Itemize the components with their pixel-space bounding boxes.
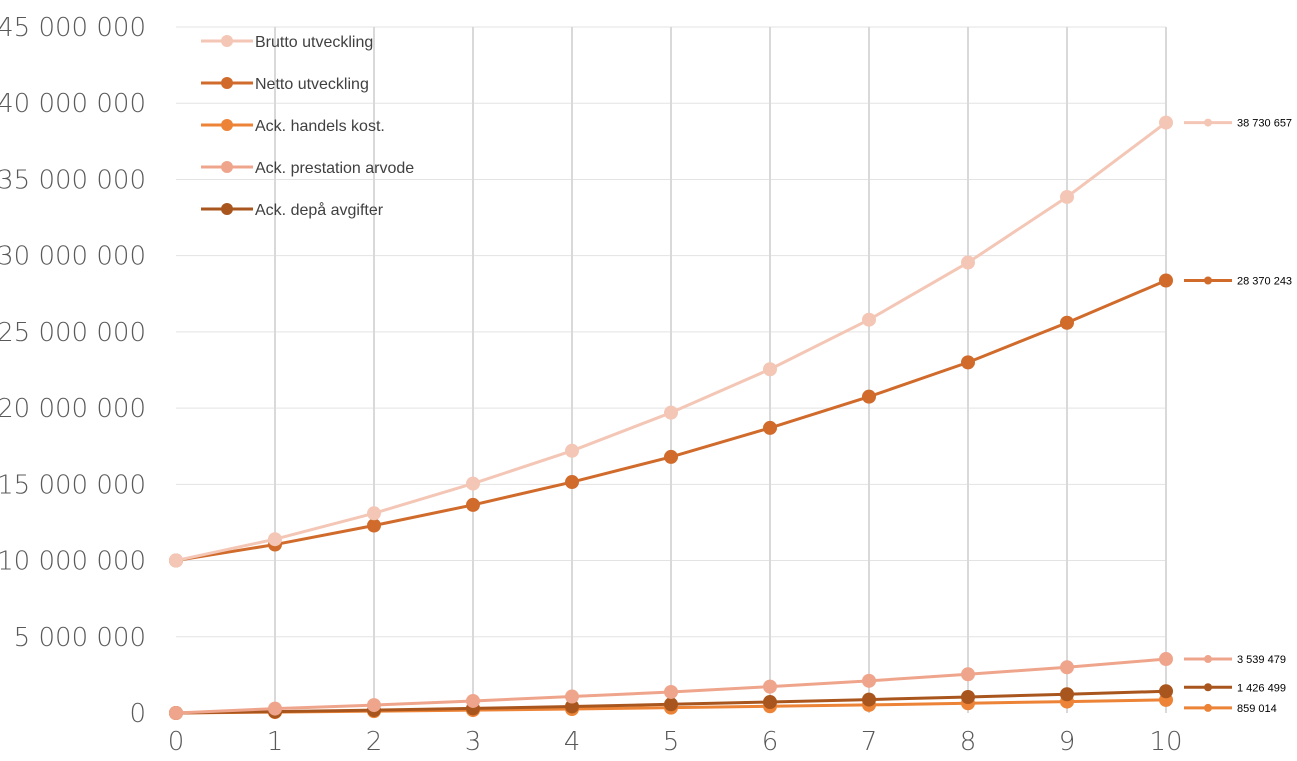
end-labels: 38 730 657 28 370 243 859 014 3 539 479 1 42… [1184, 118, 1292, 715]
y-tick-label: 30 000 000 [0, 242, 146, 272]
legend-swatch-marker [221, 119, 233, 131]
legend-swatch-marker [221, 203, 233, 215]
y-axis-ticks: 0 5 000 000 10 000 000 15 000 000 20 000 000… [0, 13, 146, 729]
grid [176, 26, 1167, 713]
data-point [862, 673, 876, 688]
data-point [268, 701, 282, 716]
legend-swatch-marker [221, 35, 233, 47]
legend: Brutto utveckling Netto utveckling Ack. ha… [201, 34, 414, 219]
data-point [1060, 687, 1074, 702]
legend-item: Ack. prestation arvode [201, 160, 414, 177]
legend-item: Brutto utveckling [201, 34, 373, 51]
end-label-marker [1204, 118, 1212, 127]
x-tick-label: 6 [762, 727, 779, 757]
data-point [1159, 684, 1173, 699]
data-point [1159, 115, 1173, 130]
data-point [1060, 660, 1074, 675]
end-label-group: 38 730 657 [1184, 118, 1292, 130]
end-label-marker [1204, 276, 1212, 285]
legend-label: Ack. handels kost. [255, 118, 385, 135]
data-point [1159, 273, 1173, 288]
end-label-group: 3 539 479 [1184, 654, 1286, 666]
end-label-marker [1204, 683, 1212, 692]
series-0 [169, 115, 1173, 568]
data-point [664, 697, 678, 712]
series-1 [169, 273, 1173, 568]
end-value-label: 3 539 479 [1237, 654, 1286, 666]
legend-label: Ack. depå avgifter [255, 201, 384, 219]
y-tick-label: 35 000 000 [0, 165, 146, 195]
data-point [862, 389, 876, 404]
data-point [862, 312, 876, 327]
series-group [169, 115, 1173, 720]
y-tick-label: 40 000 000 [0, 89, 146, 119]
legend-label: Ack. prestation arvode [255, 160, 414, 177]
data-point [763, 420, 777, 435]
data-point [1060, 315, 1074, 330]
end-label-group: 859 014 [1184, 703, 1277, 715]
end-value-label: 1 426 499 [1237, 682, 1286, 694]
data-point [961, 667, 975, 682]
end-label-marker [1204, 655, 1212, 664]
end-label-group: 28 370 243 [1184, 276, 1292, 288]
end-label-group: 1 426 499 [1184, 682, 1286, 694]
end-value-label: 859 014 [1237, 703, 1277, 715]
data-point [268, 532, 282, 547]
data-point [169, 553, 183, 568]
x-tick-label: 3 [465, 727, 482, 757]
x-tick-label: 10 [1149, 727, 1182, 757]
legend-item: Ack. depå avgifter [201, 201, 384, 219]
end-value-label: 28 370 243 [1237, 276, 1292, 288]
y-tick-label: 0 [129, 699, 146, 729]
data-point [961, 255, 975, 270]
data-point [466, 693, 480, 708]
y-tick-label: 15 000 000 [0, 470, 146, 500]
data-point [466, 476, 480, 491]
x-tick-label: 2 [366, 727, 383, 757]
data-point [664, 449, 678, 464]
data-point [961, 355, 975, 370]
legend-item: Netto utveckling [201, 76, 369, 93]
data-point [169, 706, 183, 720]
x-tick-label: 7 [861, 727, 878, 757]
data-point [1159, 652, 1173, 667]
data-point [763, 679, 777, 694]
data-point [466, 497, 480, 512]
data-point [565, 443, 579, 458]
data-point [367, 506, 381, 521]
data-point [565, 475, 579, 490]
data-point [961, 689, 975, 704]
data-point [862, 692, 876, 707]
y-tick-label: 20 000 000 [0, 394, 146, 424]
end-value-label: 38 730 657 [1237, 118, 1292, 130]
x-tick-label: 0 [168, 727, 185, 757]
y-tick-label: 25 000 000 [0, 318, 146, 348]
data-point [664, 405, 678, 420]
x-tick-label: 5 [663, 727, 680, 757]
data-point [1060, 189, 1074, 204]
data-point [565, 689, 579, 704]
legend-label: Netto utveckling [255, 76, 369, 93]
legend-swatch-marker [221, 161, 233, 173]
data-point [664, 684, 678, 699]
x-tick-label: 1 [267, 727, 284, 757]
data-point [367, 698, 381, 713]
data-point [763, 695, 777, 710]
x-tick-label: 9 [1059, 727, 1076, 757]
legend-item: Ack. handels kost. [201, 118, 385, 135]
data-point [565, 699, 579, 714]
legend-label: Brutto utveckling [255, 34, 373, 51]
x-axis-ticks: 0 1 2 3 4 5 6 7 8 9 10 [168, 727, 1183, 757]
data-point [367, 518, 381, 533]
x-tick-label: 8 [960, 727, 977, 757]
y-tick-label: 5 000 000 [14, 623, 146, 653]
series-3 [169, 652, 1173, 720]
legend-swatch-marker [221, 77, 233, 89]
x-tick-label: 4 [564, 727, 581, 757]
y-tick-label: 45 000 000 [0, 13, 146, 43]
y-tick-label: 10 000 000 [0, 547, 146, 577]
data-point [763, 362, 777, 377]
end-label-marker [1204, 703, 1212, 712]
